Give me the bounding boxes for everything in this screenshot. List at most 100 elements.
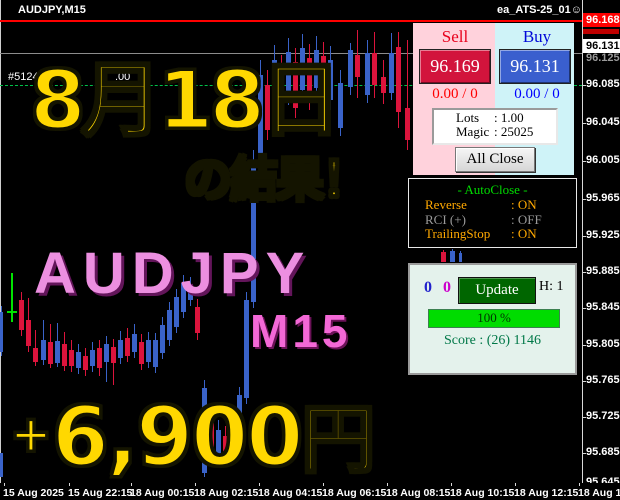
hedge-label: H: 1 bbox=[539, 279, 564, 294]
candle-body bbox=[348, 50, 353, 87]
ea-name-text: ea_ATS-25_01 bbox=[496, 4, 571, 16]
ask-price-line bbox=[0, 20, 582, 22]
time-tick bbox=[323, 483, 324, 486]
window-border bbox=[0, 0, 1, 500]
autoclose-title: - AutoClose - bbox=[457, 182, 528, 197]
price-tick bbox=[582, 161, 586, 162]
candle-body bbox=[97, 348, 102, 368]
candle-body bbox=[293, 62, 298, 108]
buy-button[interactable]: 96.131 bbox=[499, 49, 571, 84]
hidden-price-label-sliver bbox=[583, 29, 619, 34]
autoclose-panel: - AutoClose - Reverse: ON RCI (+): OFF Tra… bbox=[408, 178, 577, 248]
candle-wick bbox=[407, 40, 408, 150]
counter-magenta: 0 bbox=[443, 279, 451, 296]
time-axis[interactable]: 15 Aug 2025 15 Aug 22:15 18 Aug 00:15 18 Au… bbox=[0, 483, 620, 500]
candle-body bbox=[76, 352, 81, 368]
sell-title: Sell bbox=[441, 27, 469, 46]
time-tick bbox=[259, 483, 260, 486]
magic-value: : 25025 bbox=[494, 124, 534, 139]
candle-body bbox=[19, 300, 24, 330]
all-close-button[interactable]: All Close bbox=[455, 147, 535, 172]
progress-bar: 100 % bbox=[428, 309, 560, 328]
time-label: 18 Aug 02:15 bbox=[194, 487, 259, 499]
candle-body bbox=[33, 348, 38, 362]
profit-unit: 円 bbox=[300, 396, 377, 485]
price-tick bbox=[582, 453, 586, 454]
candle-body bbox=[251, 160, 256, 302]
candle-body bbox=[209, 420, 214, 452]
price-label: 96.005 bbox=[586, 154, 620, 166]
candle-body bbox=[396, 47, 401, 112]
price-label: 95.965 bbox=[586, 192, 620, 204]
smiley-icon: ☺ bbox=[570, 4, 582, 16]
price-tick bbox=[582, 199, 586, 200]
candle-body bbox=[0, 312, 3, 352]
overlay-symbol-text: AUDJPY bbox=[34, 241, 312, 306]
lots-value: : 1.00 bbox=[494, 110, 524, 125]
candle-body bbox=[153, 340, 158, 367]
candle-body bbox=[125, 338, 130, 356]
candle-body bbox=[372, 53, 377, 85]
buy-title: Buy bbox=[522, 27, 552, 46]
candle-body bbox=[48, 342, 53, 364]
overlay-profit-text: +6,900円 bbox=[9, 380, 377, 487]
time-tick bbox=[69, 483, 70, 486]
sell-stats: 0.00 / 0 bbox=[432, 86, 478, 102]
overlay-result-text: の結果！ bbox=[182, 151, 371, 210]
time-label: 15 Aug 2025 bbox=[3, 487, 64, 499]
candle-body bbox=[450, 251, 455, 262]
candle-body bbox=[230, 425, 235, 450]
autoclose-setting-value: : ON bbox=[511, 197, 537, 212]
time-label: 18 Aug 08:15 bbox=[386, 487, 451, 499]
bid-price-line bbox=[0, 53, 582, 54]
counter-blue: 0 bbox=[424, 279, 432, 296]
candle-body bbox=[279, 70, 284, 118]
candle-body bbox=[111, 347, 116, 363]
overlay-date-text: 8月18日 bbox=[29, 53, 343, 149]
autoclose-setting-label: RCI (+) bbox=[425, 211, 466, 227]
ask-price-label: 96.168 bbox=[583, 13, 620, 27]
price-tick bbox=[582, 381, 586, 382]
price-label: 96.045 bbox=[586, 116, 620, 128]
candle-body bbox=[202, 388, 207, 473]
price-tick bbox=[582, 308, 586, 309]
candle-body bbox=[90, 350, 95, 366]
candle-body bbox=[83, 356, 88, 370]
time-label: 18 Aug 14 bbox=[578, 487, 620, 499]
ea-name-label: ea_ATS-25_01☺ bbox=[497, 4, 582, 16]
candle-body bbox=[355, 55, 360, 77]
price-axis[interactable]: 96.125 96.168 96.131 96.085 96.045 96.005 9… bbox=[582, 0, 620, 488]
price-tick bbox=[582, 236, 586, 237]
lots-magic-box: Lots: 1.00 Magic: 25025 bbox=[432, 108, 558, 145]
price-label: 95.845 bbox=[586, 301, 620, 313]
order-ticket-label: #512485 bbox=[8, 71, 51, 83]
time-tick bbox=[131, 483, 132, 486]
candle-body bbox=[300, 48, 305, 90]
candle-body bbox=[265, 85, 270, 130]
update-button[interactable]: Update bbox=[458, 277, 536, 304]
candle-body bbox=[181, 283, 186, 312]
time-label: 18 Aug 06:15 bbox=[322, 487, 387, 499]
order-lots-fragment: .00 bbox=[115, 71, 131, 83]
price-label: 95.725 bbox=[586, 410, 620, 422]
lots-label: Lots bbox=[456, 110, 480, 125]
time-tick bbox=[195, 483, 196, 486]
candle-body bbox=[0, 453, 3, 477]
candle-body bbox=[314, 50, 319, 88]
autoclose-setting-value: : ON bbox=[511, 226, 537, 241]
time-tick bbox=[515, 483, 516, 486]
autoclose-row: Reverse: ON bbox=[409, 197, 576, 213]
time-tick bbox=[387, 483, 388, 486]
profit-sign: + bbox=[9, 404, 54, 465]
sell-button[interactable]: 96.169 bbox=[419, 49, 491, 84]
candle-body bbox=[216, 430, 221, 455]
score-label: Score : (26) 1146 bbox=[443, 333, 542, 348]
trade-marker-tick bbox=[7, 311, 17, 313]
price-tick bbox=[582, 123, 586, 124]
candle-body bbox=[118, 340, 123, 358]
price-tick bbox=[582, 345, 586, 346]
candle-body bbox=[160, 325, 165, 353]
candle-body bbox=[328, 60, 333, 100]
partial-price-label: 96.125 bbox=[586, 52, 620, 64]
